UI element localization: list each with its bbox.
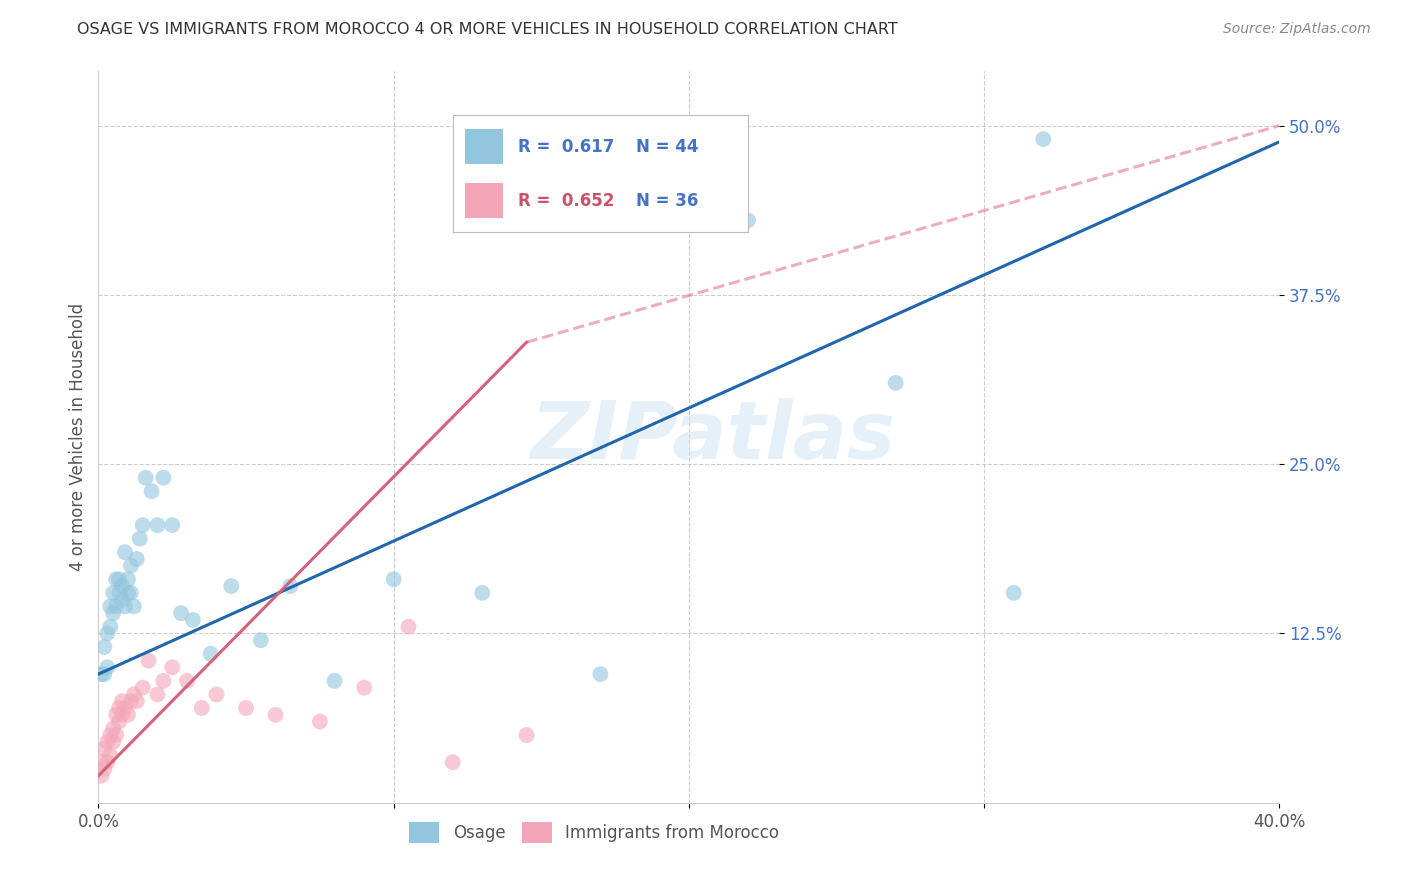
Point: [146, 518, 169, 533]
Point: [250, 633, 273, 648]
Point: [471, 586, 494, 600]
Point: [132, 518, 155, 533]
Point: [170, 606, 193, 620]
Point: [111, 694, 134, 708]
Point: [114, 599, 136, 614]
Point: [108, 572, 131, 586]
Point: [441, 755, 464, 769]
Point: [146, 688, 169, 702]
Point: [108, 714, 131, 729]
Point: [96, 735, 118, 749]
Point: [122, 688, 145, 702]
Point: [114, 701, 136, 715]
Point: [103, 721, 125, 735]
Point: [96, 755, 118, 769]
Point: [1002, 586, 1025, 600]
Point: [117, 707, 139, 722]
Point: [120, 694, 142, 708]
Point: [191, 701, 214, 715]
Point: [90, 769, 112, 783]
Point: [117, 586, 139, 600]
Point: [90, 667, 112, 681]
Point: [98, 620, 121, 634]
Point: [152, 673, 174, 688]
Point: [221, 579, 243, 593]
Point: [884, 376, 907, 390]
Legend: Osage, Immigrants from Morocco: Osage, Immigrants from Morocco: [402, 815, 786, 849]
Point: [105, 599, 128, 614]
Point: [141, 484, 163, 499]
Text: ZIPatlas: ZIPatlas: [530, 398, 896, 476]
Point: [176, 673, 198, 688]
Point: [138, 654, 160, 668]
Point: [111, 579, 134, 593]
Point: [280, 579, 302, 593]
Point: [105, 707, 128, 722]
Point: [117, 572, 139, 586]
Text: OSAGE VS IMMIGRANTS FROM MOROCCO 4 OR MORE VEHICLES IN HOUSEHOLD CORRELATION CHA: OSAGE VS IMMIGRANTS FROM MOROCCO 4 OR MO…: [77, 22, 898, 37]
Point: [103, 586, 125, 600]
Point: [108, 586, 131, 600]
Point: [162, 660, 183, 674]
Point: [181, 613, 204, 627]
Point: [398, 620, 420, 634]
Point: [98, 728, 121, 742]
Point: [93, 667, 115, 681]
Point: [96, 660, 118, 674]
Text: Source: ZipAtlas.com: Source: ZipAtlas.com: [1223, 22, 1371, 37]
Point: [382, 572, 405, 586]
Point: [353, 681, 375, 695]
Point: [120, 586, 142, 600]
Point: [108, 701, 131, 715]
Point: [264, 707, 287, 722]
Point: [103, 606, 125, 620]
Point: [125, 694, 148, 708]
Point: [98, 599, 121, 614]
Point: [111, 707, 134, 722]
Point: [122, 599, 145, 614]
Point: [235, 701, 257, 715]
Point: [309, 714, 332, 729]
Point: [200, 647, 222, 661]
Point: [132, 681, 155, 695]
Point: [589, 667, 612, 681]
Point: [516, 728, 538, 742]
Point: [103, 735, 125, 749]
Point: [205, 688, 228, 702]
Point: [162, 518, 183, 533]
Point: [105, 572, 128, 586]
Point: [105, 728, 128, 742]
Point: [93, 741, 115, 756]
Point: [111, 592, 134, 607]
Point: [125, 552, 148, 566]
Point: [98, 748, 121, 763]
Point: [114, 545, 136, 559]
Point: [128, 532, 150, 546]
Point: [152, 471, 174, 485]
Point: [323, 673, 346, 688]
Y-axis label: 4 or more Vehicles in Household: 4 or more Vehicles in Household: [69, 303, 87, 571]
Point: [90, 755, 112, 769]
Point: [737, 213, 759, 227]
Point: [1032, 132, 1054, 146]
Point: [96, 626, 118, 640]
Point: [120, 558, 142, 573]
Point: [135, 471, 157, 485]
Point: [93, 640, 115, 654]
Point: [93, 762, 115, 776]
